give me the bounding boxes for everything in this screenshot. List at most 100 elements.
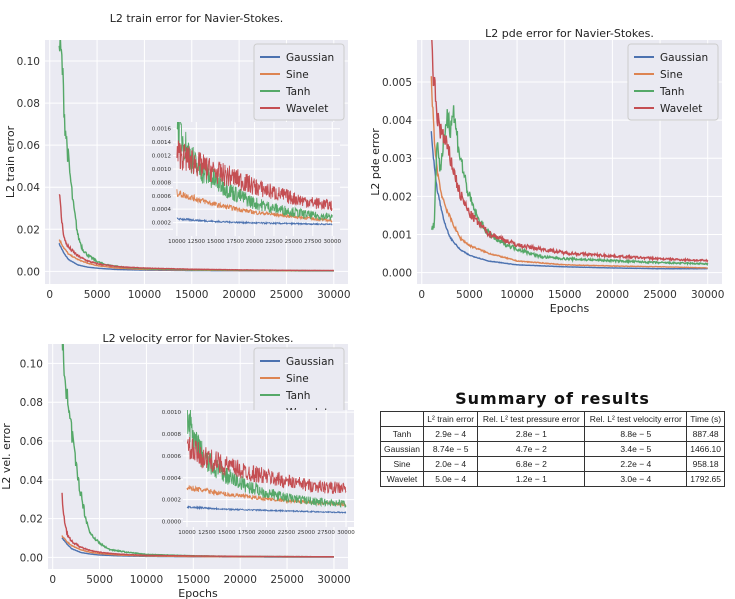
series-line-wavelet bbox=[61, 492, 335, 558]
x-tick-label: 20000 bbox=[223, 574, 256, 586]
legend bbox=[253, 43, 345, 121]
table-cell: 8.74e − 5 bbox=[422, 441, 479, 457]
legend-entry: Gaussian bbox=[286, 52, 334, 64]
inset-series-line-sine bbox=[176, 189, 333, 224]
y-tick-label: 0.000 bbox=[382, 268, 412, 280]
series-line-wavelet bbox=[58, 194, 334, 272]
x-tick-label: 20000 bbox=[222, 289, 255, 301]
table-cell: 3.0e − 4 bbox=[584, 471, 688, 487]
x-tick-label: 5000 bbox=[456, 289, 483, 301]
table-cell: 1466.10 bbox=[686, 441, 725, 457]
legend-entry: Sine bbox=[286, 373, 309, 385]
x-tick-label: 15000 bbox=[548, 289, 581, 301]
inset-x-tick-label: 22500 bbox=[265, 239, 283, 245]
y-tick-label: 0.06 bbox=[17, 140, 41, 152]
y-tick-label: 0.04 bbox=[20, 475, 44, 487]
x-tick-label: 25000 bbox=[643, 289, 676, 301]
legend bbox=[627, 43, 719, 121]
series-line-wavelet bbox=[431, 40, 709, 264]
series-line-sine bbox=[430, 76, 708, 269]
legend-entry: Wavelet bbox=[286, 103, 328, 115]
x-tick-label: 30000 bbox=[317, 289, 350, 301]
x-tick-label: 25000 bbox=[270, 574, 303, 586]
inset-x-tick-label: 27500 bbox=[317, 530, 335, 536]
inset-x-tick-label: 10000 bbox=[178, 530, 196, 536]
table-cell: 2.2e − 4 bbox=[584, 456, 688, 472]
chart-title: L2 train error for Navier-Stokes. bbox=[110, 12, 284, 25]
pde-error-chart: 0 5000 10000 15000 20000 25000 30000 0.000 0.001… bbox=[369, 27, 724, 315]
legend-entry: Wavelet bbox=[660, 103, 702, 115]
series-line-tanh bbox=[430, 105, 709, 267]
inset-x-tick-label: 20000 bbox=[246, 239, 264, 245]
inset-y-tick-label: 0.0006 bbox=[152, 194, 172, 200]
y-tick-label: 0.004 bbox=[382, 115, 412, 127]
table-cell: Tanh bbox=[380, 426, 424, 442]
inset-y-tick-label: 0.0016 bbox=[152, 127, 172, 133]
legend-entry: Gaussian bbox=[286, 356, 334, 368]
inset-series-line-gaussian bbox=[186, 504, 347, 514]
x-tick-label: 30000 bbox=[691, 289, 724, 301]
table-cell: 1792.65 bbox=[686, 471, 725, 487]
x-tick-label: 0 bbox=[46, 289, 53, 301]
inset-y-tick-label: 0.0002 bbox=[152, 221, 171, 227]
inset-x-tick-label: 25000 bbox=[285, 239, 303, 245]
inset-y-tick-label: 0.0002 bbox=[162, 498, 181, 504]
table-cell: 2.9e − 4 bbox=[422, 426, 479, 442]
chart-title: L2 velocity error for Navier-Stokes. bbox=[103, 332, 294, 345]
inset-x-tick-label: 27500 bbox=[304, 239, 322, 245]
table-cell: 887.48 bbox=[686, 426, 725, 442]
inset-x-tick-label: 15000 bbox=[207, 239, 225, 245]
inset-x-tick-label: 20000 bbox=[258, 530, 276, 536]
header-cell: Time (s) bbox=[686, 411, 725, 427]
inset-y-tick-label: 0.0010 bbox=[162, 410, 182, 416]
table-cell: 2.8e − 1 bbox=[477, 426, 586, 442]
inset-x-tick-label: 25000 bbox=[298, 530, 316, 536]
x-tick-label: 5000 bbox=[84, 289, 111, 301]
summary-header-row: L² train error Rel. L² test pressure err… bbox=[380, 411, 725, 427]
inset-x-tick-label: 17500 bbox=[226, 239, 244, 245]
y-tick-label: 0.06 bbox=[20, 436, 44, 448]
x-tick-label: 30000 bbox=[317, 574, 350, 586]
y-tick-label: 0.00 bbox=[20, 552, 43, 564]
legend-entry: Gaussian bbox=[660, 52, 708, 64]
table-cell: Sine bbox=[380, 456, 424, 472]
table-cell: 1.2e − 1 bbox=[477, 471, 586, 487]
table-cell: 958.18 bbox=[686, 456, 725, 472]
table-row: Wavelet 5.0e − 4 1.2e − 1 3.0e − 4 1792.… bbox=[380, 471, 725, 487]
y-tick-label: 0.08 bbox=[17, 98, 40, 110]
legend-entry: Tanh bbox=[659, 86, 684, 98]
legend-entry: Tanh bbox=[285, 390, 310, 402]
table-cell: 4.7e − 2 bbox=[477, 441, 586, 457]
table-cell: 2.0e − 4 bbox=[422, 456, 479, 472]
table-row: Sine 2.0e − 4 6.8e − 2 2.2e − 4 958.18 bbox=[380, 456, 725, 472]
inset-x-tick-label: 22500 bbox=[278, 530, 296, 536]
inset-y-tick-label: 0.0014 bbox=[152, 140, 172, 146]
table-cell: Wavelet bbox=[380, 471, 424, 487]
table-cell: Gaussian bbox=[380, 441, 424, 457]
train-error-chart: 0 5000 10000 15000 20000 25000 30000 0.00 0.02 0.… bbox=[4, 12, 351, 301]
y-tick-label: 0.003 bbox=[382, 153, 412, 165]
inset-y-tick-label: 0.0004 bbox=[152, 207, 172, 213]
legend-entry: Sine bbox=[286, 69, 309, 81]
header-cell: L² train error bbox=[422, 411, 479, 427]
x-axis-label: Epochs bbox=[178, 587, 218, 599]
y-tick-label: 0.02 bbox=[17, 224, 40, 236]
table-cell: 6.8e − 2 bbox=[477, 456, 586, 472]
table-row: Gaussian 8.74e − 5 4.7e − 2 3.4e − 5 146… bbox=[380, 441, 725, 457]
inset-x-tick-label: 30000 bbox=[323, 239, 341, 245]
inset-x-tick-label: 10000 bbox=[168, 239, 186, 245]
y-tick-label: 0.10 bbox=[20, 358, 43, 370]
y-axis-label: L2 pde error bbox=[369, 128, 382, 196]
inset-y-tick-label: 0.0006 bbox=[162, 454, 182, 460]
legend-entry: Sine bbox=[660, 69, 683, 81]
x-tick-label: 15000 bbox=[177, 574, 210, 586]
inset-x-tick-label: 12500 bbox=[188, 239, 206, 245]
inset-series-line-wavelet bbox=[186, 437, 347, 494]
y-tick-label: 0.10 bbox=[17, 56, 40, 68]
x-tick-label: 15000 bbox=[175, 289, 208, 301]
x-axis-label: Epochs bbox=[550, 302, 590, 315]
series-line-gaussian bbox=[430, 131, 708, 270]
legend-entry: Tanh bbox=[285, 86, 310, 98]
x-tick-label: 0 bbox=[418, 289, 425, 301]
header-cell bbox=[380, 411, 424, 427]
